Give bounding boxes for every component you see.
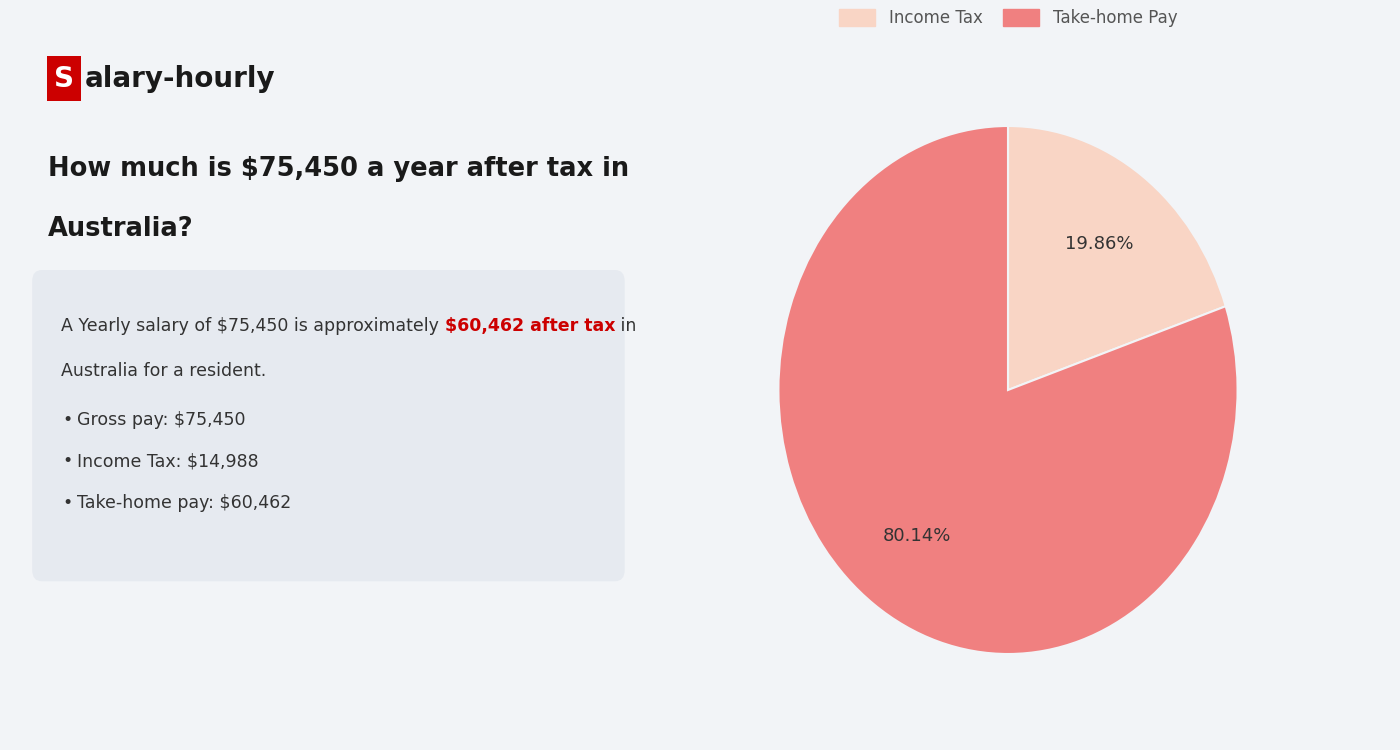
Text: Take-home pay: $60,462: Take-home pay: $60,462 bbox=[77, 494, 291, 512]
Text: •: • bbox=[63, 494, 73, 512]
Wedge shape bbox=[778, 126, 1238, 654]
Text: alary-hourly: alary-hourly bbox=[84, 64, 274, 93]
Text: S: S bbox=[53, 64, 74, 93]
Text: •: • bbox=[63, 411, 73, 429]
Text: •: • bbox=[63, 452, 73, 470]
Text: 80.14%: 80.14% bbox=[882, 526, 951, 544]
Text: Australia?: Australia? bbox=[48, 216, 195, 242]
FancyBboxPatch shape bbox=[48, 56, 81, 101]
Wedge shape bbox=[1008, 126, 1225, 390]
Legend: Income Tax, Take-home Pay: Income Tax, Take-home Pay bbox=[832, 2, 1184, 34]
Text: $60,462 after tax: $60,462 after tax bbox=[445, 317, 615, 335]
Text: in: in bbox=[615, 317, 637, 335]
FancyBboxPatch shape bbox=[32, 270, 624, 581]
Text: How much is $75,450 a year after tax in: How much is $75,450 a year after tax in bbox=[48, 156, 630, 182]
Text: Income Tax: $14,988: Income Tax: $14,988 bbox=[77, 452, 259, 470]
Text: A Yearly salary of $75,450 is approximately: A Yearly salary of $75,450 is approximat… bbox=[62, 317, 445, 335]
Text: Australia for a resident.: Australia for a resident. bbox=[62, 362, 266, 380]
Text: 19.86%: 19.86% bbox=[1065, 236, 1134, 254]
Text: Gross pay: $75,450: Gross pay: $75,450 bbox=[77, 411, 246, 429]
